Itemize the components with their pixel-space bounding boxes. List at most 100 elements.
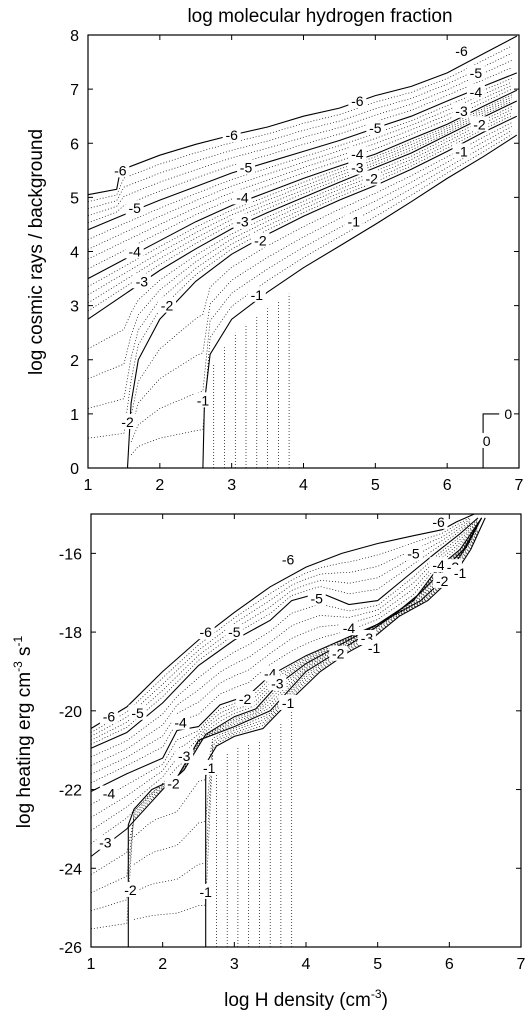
bot-dotted-contour — [90, 524, 479, 875]
bot-contour-label: -6 — [432, 514, 445, 530]
top-contour-label-bg — [237, 159, 256, 175]
top-y-tick-label: 8 — [70, 28, 79, 45]
bot-y-tick-label: -18 — [59, 625, 82, 642]
bot-contour-label-bg — [433, 572, 452, 588]
top-dotted-contour — [87, 115, 512, 439]
bot-x-tick-label: 3 — [230, 956, 239, 973]
top-contour-label: 0 — [483, 433, 491, 449]
top-x-tick-label: 3 — [227, 477, 236, 494]
top-x-tick-label: 2 — [155, 477, 164, 494]
top-x-tick-label: 1 — [84, 477, 93, 494]
top-contour-label: -3 — [136, 273, 149, 289]
top-dotted-contour — [87, 52, 512, 210]
bot-contour-label: -3 — [178, 748, 191, 764]
bot-x-tick-label: 2 — [158, 956, 167, 973]
bottom-dotted-contours — [90, 516, 479, 947]
top-chart-panel: -6-6-6-6-5-5-5-5-4-4-4-4-3-3-3-3-2-2-2-2… — [26, 28, 524, 494]
bot-contour-label: -4 — [103, 785, 116, 801]
top-dotted-contour — [87, 67, 512, 224]
bot-contour-label: -2 — [124, 882, 137, 898]
top-contour-line-3 — [87, 100, 518, 320]
top-contour-label: -4 — [351, 146, 364, 162]
bot-dotted-contour — [133, 526, 479, 838]
bot-x-tick-label: 1 — [87, 956, 96, 973]
top-contour-label: -3 — [236, 214, 249, 230]
bot-contour-label-bg — [329, 645, 348, 661]
top-dotted-contour — [87, 109, 512, 380]
top-contour-label-bg — [158, 297, 177, 313]
bot-dotted-contour — [90, 524, 479, 912]
bottom-solid-contours — [90, 513, 486, 947]
top-contour-label: -1 — [197, 392, 210, 408]
top-solid-contours — [87, 35, 518, 469]
top-contour-label: -6 — [351, 93, 364, 109]
xlabel-end: ) — [382, 990, 388, 1011]
bot-contour-line-4 — [127, 517, 483, 947]
top-contour-label-bg — [466, 83, 485, 99]
top-contour-label: -2 — [161, 298, 174, 314]
bottom-contour-labels: -6-6-6-6-5-5-5-5-4-4-4-4-4-3-3-3-3-3-2-2… — [96, 513, 470, 900]
top-contour-label: -4 — [470, 84, 483, 100]
bot-contour-label-bg — [404, 545, 423, 561]
bot-contour-label: -1 — [454, 565, 467, 581]
top-contour-label: -1 — [251, 287, 264, 303]
bot-contour-label: -5 — [407, 545, 420, 561]
top-y-tick-label: 2 — [70, 353, 79, 370]
top-contour-label: -4 — [128, 244, 141, 260]
top-contour-line-1 — [87, 72, 518, 231]
top-y-tick-label: 0 — [70, 461, 79, 478]
top-dotted-contour — [87, 96, 512, 296]
top-y-axis-title: log cosmic rays / background — [26, 129, 47, 375]
top-x-tick-label: 4 — [299, 477, 308, 494]
bot-contour-label-bg — [225, 624, 244, 640]
top-contour-label-bg — [466, 64, 485, 80]
top-contour-label-bg — [452, 102, 471, 118]
bot-contour-label: -4 — [174, 715, 187, 731]
bot-contour-label-bg — [429, 513, 448, 529]
top-contour-label-bg — [452, 43, 471, 59]
bottom-ylabel-sup1: -3 — [11, 661, 25, 672]
bot-contour-label-bg — [307, 590, 326, 606]
bot-y-tick-label: -16 — [59, 546, 82, 563]
top-y-tick-label: 4 — [70, 245, 79, 262]
bot-contour-label: -5 — [311, 591, 324, 607]
top-contour-labels: -6-6-6-6-5-5-5-5-4-4-4-4-3-3-3-3-2-2-2-2… — [111, 43, 518, 449]
bot-contour-label-bg — [451, 565, 470, 581]
bot-contour-label-bg — [128, 704, 147, 720]
top-contour-label: -3 — [455, 103, 468, 119]
top-contour-label: -3 — [351, 160, 364, 176]
bot-contour-label: -2 — [239, 691, 252, 707]
bot-contour-label-bg — [99, 785, 118, 801]
top-contour-label: -1 — [348, 214, 361, 230]
top-x-tick-label: 7 — [515, 477, 524, 494]
top-dotted-contour — [87, 78, 512, 240]
top-contour-label-bg — [125, 200, 144, 216]
bot-contour-label: -1 — [282, 695, 295, 711]
bot-dotted-contour — [90, 519, 479, 766]
top-dotted-contour — [87, 88, 512, 270]
bot-contour-label-bg — [200, 759, 219, 775]
top-contour-label: -5 — [128, 200, 141, 216]
bot-dotted-contour — [90, 518, 471, 737]
top-y-tick-label: 3 — [70, 299, 79, 316]
top-contour-label-bg — [247, 286, 266, 302]
top-contour-label: -2 — [121, 414, 134, 430]
top-dotted-contour — [87, 85, 512, 260]
bot-dotted-contour — [133, 528, 479, 865]
bot-contour-label: -6 — [199, 624, 212, 640]
top-dotted-contour — [87, 94, 512, 288]
top-contour-label-bg — [344, 213, 363, 229]
top-contour-line-4 — [126, 115, 518, 469]
bot-dotted-contour — [90, 520, 479, 775]
bot-contour-label: -4 — [432, 557, 445, 573]
top-contour-label: 0 — [504, 406, 512, 422]
bot-y-tick-label: -24 — [59, 861, 82, 878]
top-contour-label-bg — [193, 392, 212, 408]
bot-contour-label-bg — [429, 557, 448, 573]
top-contour-label-bg — [452, 143, 471, 159]
bottom-chart-panel: -6-6-6-6-5-5-5-5-4-4-4-4-4-3-3-3-3-3-2-2… — [11, 513, 526, 1011]
bottom-y-axis-title: log heating erg cm-3 s-1 — [11, 635, 35, 828]
top-dotted-contour — [130, 126, 512, 430]
bot-contour-label-bg — [340, 620, 358, 636]
top-contour-label-bg — [366, 120, 385, 136]
